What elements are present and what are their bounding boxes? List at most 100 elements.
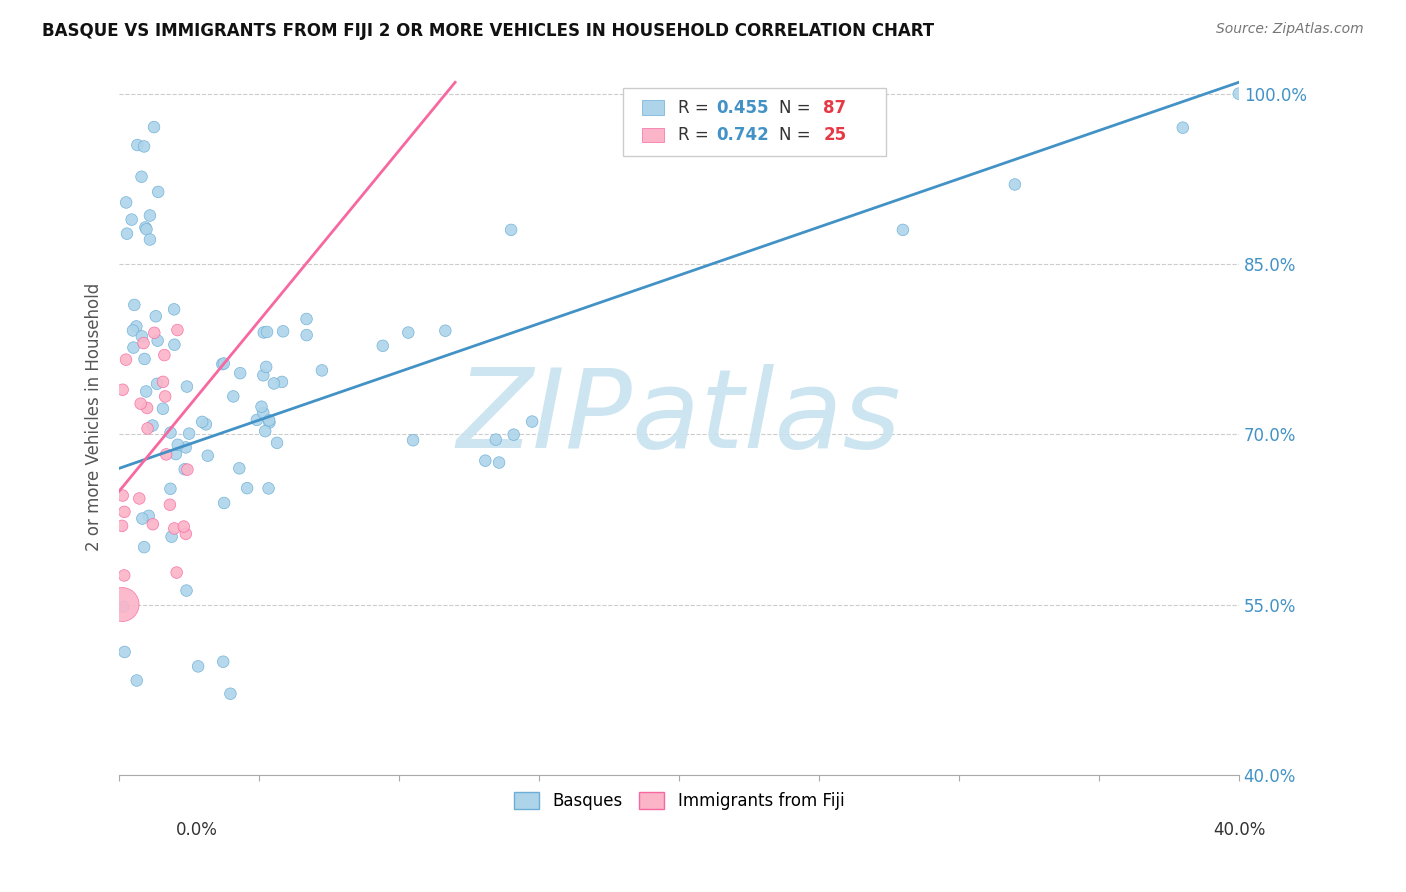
- Basques: [228, 461, 250, 475]
- Basques: [252, 368, 274, 383]
- Basques: [434, 324, 457, 338]
- Basques: [177, 426, 200, 441]
- Basques: [263, 376, 285, 391]
- Basques: [211, 357, 233, 371]
- Basques: [311, 363, 333, 377]
- Basques: [146, 376, 169, 391]
- Immigrants from Fiji: [112, 568, 135, 582]
- Basques: [165, 447, 187, 461]
- Immigrants from Fiji: [111, 383, 134, 397]
- Basques: [396, 326, 419, 340]
- Basques: [163, 337, 186, 351]
- Basques: [132, 139, 155, 153]
- Basques: [259, 416, 281, 430]
- Legend: Basques, Immigrants from Fiji: Basques, Immigrants from Fiji: [508, 785, 851, 816]
- Immigrants from Fiji: [132, 336, 155, 351]
- Immigrants from Fiji: [155, 447, 177, 461]
- Basques: [212, 496, 235, 510]
- Basques: [187, 659, 209, 673]
- Basques: [474, 453, 496, 467]
- Basques: [1171, 120, 1194, 135]
- Text: 40.0%: 40.0%: [1213, 821, 1265, 838]
- Immigrants from Fiji: [143, 326, 166, 340]
- Bar: [643, 128, 665, 142]
- Basques: [131, 511, 153, 525]
- Basques: [134, 540, 156, 554]
- Immigrants from Fiji: [142, 517, 165, 532]
- Text: 87: 87: [824, 98, 846, 117]
- Immigrants from Fiji: [136, 421, 159, 435]
- Basques: [166, 438, 188, 452]
- Basques: [138, 508, 160, 523]
- Immigrants from Fiji: [129, 397, 152, 411]
- Basques: [254, 359, 277, 374]
- Text: N =: N =: [779, 126, 815, 144]
- Basques: [146, 334, 169, 348]
- Basques: [131, 169, 153, 184]
- Basques: [163, 302, 186, 317]
- Text: N =: N =: [779, 98, 815, 117]
- Basques: [134, 220, 156, 235]
- Y-axis label: 2 or more Vehicles in Household: 2 or more Vehicles in Household: [86, 283, 103, 551]
- Basques: [115, 195, 138, 210]
- Basques: [135, 384, 157, 399]
- Basques: [173, 462, 195, 476]
- Basques: [1227, 87, 1250, 101]
- Immigrants from Fiji: [152, 375, 174, 389]
- Immigrants from Fiji: [115, 352, 138, 367]
- Basques: [250, 400, 273, 414]
- Text: R =: R =: [678, 126, 714, 144]
- Basques: [160, 530, 183, 544]
- Text: R =: R =: [678, 98, 714, 117]
- Basques: [122, 323, 145, 337]
- Basques: [135, 222, 157, 236]
- Immigrants from Fiji: [163, 521, 186, 535]
- Immigrants from Fiji: [112, 505, 135, 519]
- Basques: [501, 223, 523, 237]
- Basques: [159, 482, 181, 496]
- Basques: [143, 120, 166, 134]
- Immigrants from Fiji: [136, 401, 159, 415]
- Basques: [520, 415, 543, 429]
- Basques: [115, 227, 138, 241]
- Basques: [236, 481, 259, 495]
- Basques: [152, 401, 174, 416]
- Basques: [295, 312, 318, 326]
- Basques: [197, 449, 219, 463]
- Basques: [141, 418, 163, 433]
- Basques: [212, 357, 235, 371]
- Basques: [191, 415, 214, 429]
- Basques: [891, 223, 914, 237]
- Basques: [219, 687, 242, 701]
- Text: 0.455: 0.455: [716, 98, 769, 117]
- Basques: [176, 583, 198, 598]
- Immigrants from Fiji: [166, 566, 188, 580]
- Immigrants from Fiji: [174, 526, 197, 541]
- Basques: [122, 341, 145, 355]
- Text: 0.742: 0.742: [716, 126, 769, 144]
- Basques: [485, 433, 508, 447]
- Basques: [402, 434, 425, 448]
- Basques: [257, 482, 280, 496]
- Text: 0.0%: 0.0%: [176, 821, 218, 838]
- Immigrants from Fiji: [176, 462, 198, 476]
- Basques: [124, 298, 146, 312]
- Basques: [502, 427, 524, 442]
- Basques: [176, 379, 198, 393]
- Basques: [271, 324, 294, 338]
- Immigrants from Fiji: [153, 348, 176, 362]
- Basques: [212, 655, 235, 669]
- Basques: [112, 599, 135, 614]
- Basques: [1004, 178, 1026, 192]
- Basques: [271, 375, 294, 389]
- Basques: [174, 441, 197, 455]
- Basques: [246, 413, 269, 427]
- Basques: [253, 326, 276, 340]
- Immigrants from Fiji: [166, 323, 188, 337]
- Text: BASQUE VS IMMIGRANTS FROM FIJI 2 OR MORE VEHICLES IN HOUSEHOLD CORRELATION CHART: BASQUE VS IMMIGRANTS FROM FIJI 2 OR MORE…: [42, 22, 935, 40]
- Basques: [254, 424, 277, 438]
- Text: Source: ZipAtlas.com: Source: ZipAtlas.com: [1216, 22, 1364, 37]
- Basques: [229, 366, 252, 380]
- Basques: [134, 351, 156, 366]
- Basques: [266, 435, 288, 450]
